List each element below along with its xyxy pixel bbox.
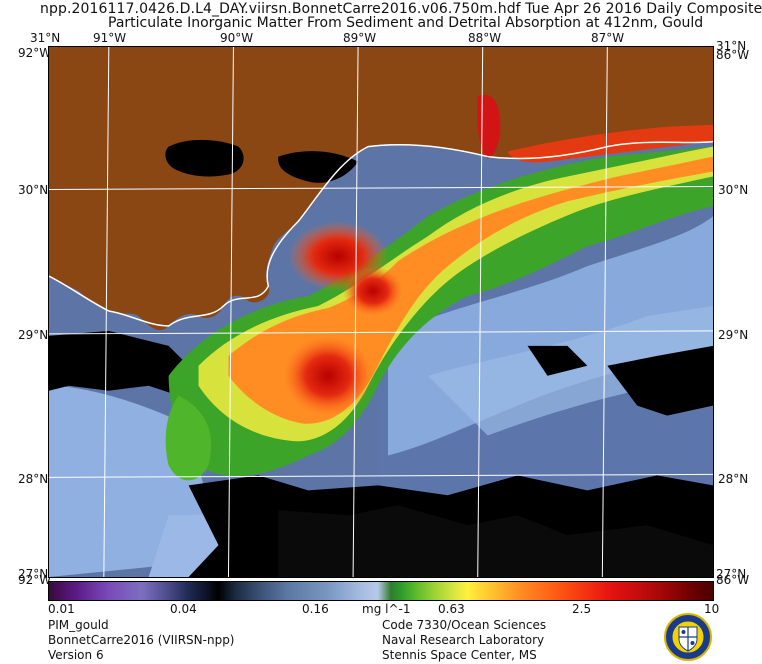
lat-label-30n-left: 30°N (18, 183, 49, 197)
corner-lon-top-left: 92°W (18, 46, 52, 60)
colorbar-tick-2: 0.16 (302, 602, 329, 616)
lon-label-91w: 91°W (93, 31, 127, 45)
lat-label-28n-left: 28°N (18, 472, 49, 486)
product-name: PIM_gould (48, 618, 109, 632)
loop-water (427, 306, 713, 436)
plume-green-tail (165, 395, 212, 481)
colorbar-tick-0: 0.01 (48, 602, 75, 616)
corner-lat-top-right: 31°N (716, 39, 747, 53)
colorbar-unit: mg l^-1 (362, 602, 411, 616)
coastline (49, 140, 713, 327)
land (49, 47, 713, 331)
coastal-strip (507, 124, 713, 163)
no-data-south-2 (278, 505, 713, 577)
plume-red-core-1 (283, 335, 374, 416)
lon-label-90w: 90°W (220, 31, 254, 45)
lat-label-30n-right: 30°N (718, 183, 749, 197)
lat-label-28n-right: 28°N (718, 472, 749, 486)
org-code: Code 7330/Ocean Sciences (382, 618, 547, 632)
corner-lat-top-left: 31°N (30, 31, 61, 45)
plume-red-core-3 (343, 266, 403, 316)
colorbar-tick-1: 0.04 (170, 602, 197, 616)
lake-pontchartrain (165, 139, 244, 177)
corner-lon-top-right: 86°W (716, 48, 750, 62)
dataset-name: BonnetCarre2016 (VIIRSN-npp) (48, 633, 235, 647)
marsh-black (278, 151, 359, 183)
lon-label-88w: 88°W (468, 31, 502, 45)
no-data-east-2 (527, 345, 588, 376)
colorbar-tick-3: 0.63 (438, 602, 465, 616)
no-data-east (607, 345, 713, 416)
lat-label-29n-right: 29°N (718, 328, 749, 342)
mobile-bay (477, 95, 501, 159)
image-title: npp.2016117.0426.D.L4_DAY.viirsn.BonnetC… (40, 1, 762, 17)
lon-label-89w: 89°W (343, 31, 377, 45)
colorbar-tick-5: 10 (704, 602, 720, 616)
org-name: Naval Research Laboratory (382, 633, 545, 647)
naval-research-laboratory-seal-icon (664, 613, 712, 661)
graticule (49, 47, 713, 577)
corner-lat-bottom-right: 27°N (716, 567, 747, 581)
version-label: Version 6 (48, 648, 104, 662)
satellite-map (48, 46, 714, 578)
corner-lat-bottom-left: 27°N (18, 567, 49, 581)
lon-label-87w: 87°W (591, 31, 625, 45)
lat-label-29n-left: 29°N (18, 328, 49, 342)
org-location: Stennis Space Center, MS (382, 648, 537, 662)
colorbar (48, 581, 714, 601)
colorbar-tick-4: 2.5 (572, 602, 592, 616)
corner-lon-bottom-left: 92°W (18, 573, 52, 587)
no-data-west (49, 330, 199, 396)
corner-lon-bottom-right: 86°W (716, 573, 750, 587)
image-subtitle: Particulate Inorganic Matter From Sedime… (108, 15, 704, 31)
